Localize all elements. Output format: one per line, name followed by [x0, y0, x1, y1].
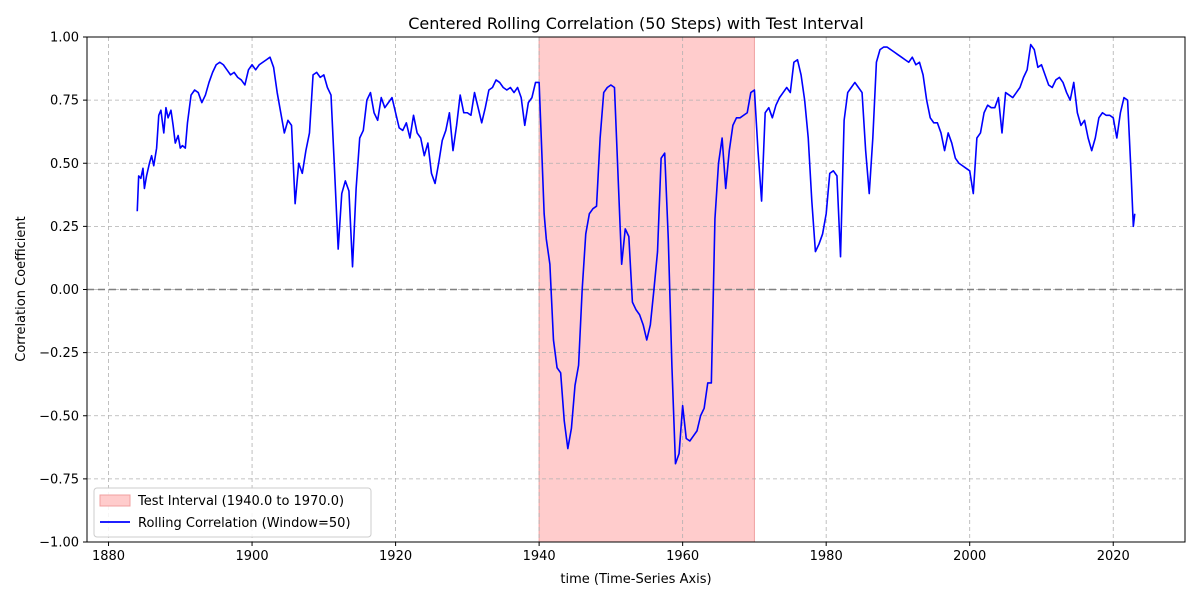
y-tick-label: −0.75 [39, 472, 79, 487]
x-tick-label: 1960 [666, 549, 699, 564]
chart-title: Centered Rolling Correlation (50 Steps) … [408, 14, 863, 33]
y-tick-label: 0.25 [50, 220, 79, 235]
y-tick-label: 0.00 [50, 283, 79, 298]
x-tick-label: 1920 [379, 549, 412, 564]
legend-swatch-test-interval [99, 494, 131, 507]
plot-area: 1880 1900 1920 1940 1960 1980 2000 2020 −1.00 −0.… [39, 31, 1186, 564]
y-tick-label: −1.00 [39, 536, 79, 551]
x-tick-label: 2020 [1097, 549, 1130, 564]
x-tick-label: 1900 [236, 549, 269, 564]
y-tick-label: 1.00 [50, 31, 79, 46]
x-tick-label: 2000 [953, 549, 986, 564]
x-axis-title: time (Time-Series Axis) [560, 572, 711, 587]
legend-box [93, 487, 372, 538]
legend-label-test-interval: Test Interval (1940.0 to 1970.0) [137, 494, 344, 509]
y-tick-label: −0.50 [39, 409, 79, 424]
rolling-correlation-line [136, 43, 1136, 465]
legend-label-rolling-correlation: Rolling Correlation (Window=50) [138, 516, 351, 531]
y-tick-label: 0.75 [50, 94, 79, 109]
y-tick-label: 0.50 [50, 157, 79, 172]
x-tick-label: 1980 [810, 549, 843, 564]
y-axis-title: Correlation Coefficient [14, 216, 29, 362]
x-tick-label: 1940 [523, 549, 556, 564]
x-tick-label: 1880 [92, 549, 125, 564]
y-tick-label: −0.25 [39, 346, 79, 361]
